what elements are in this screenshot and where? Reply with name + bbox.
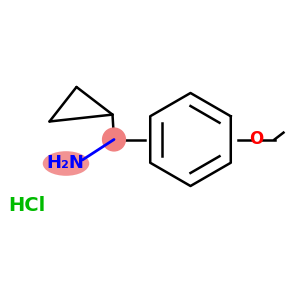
Text: H₂N: H₂N: [46, 154, 84, 172]
Ellipse shape: [43, 151, 89, 176]
Text: HCl: HCl: [8, 196, 46, 215]
Circle shape: [103, 128, 125, 151]
Text: O: O: [249, 130, 264, 148]
